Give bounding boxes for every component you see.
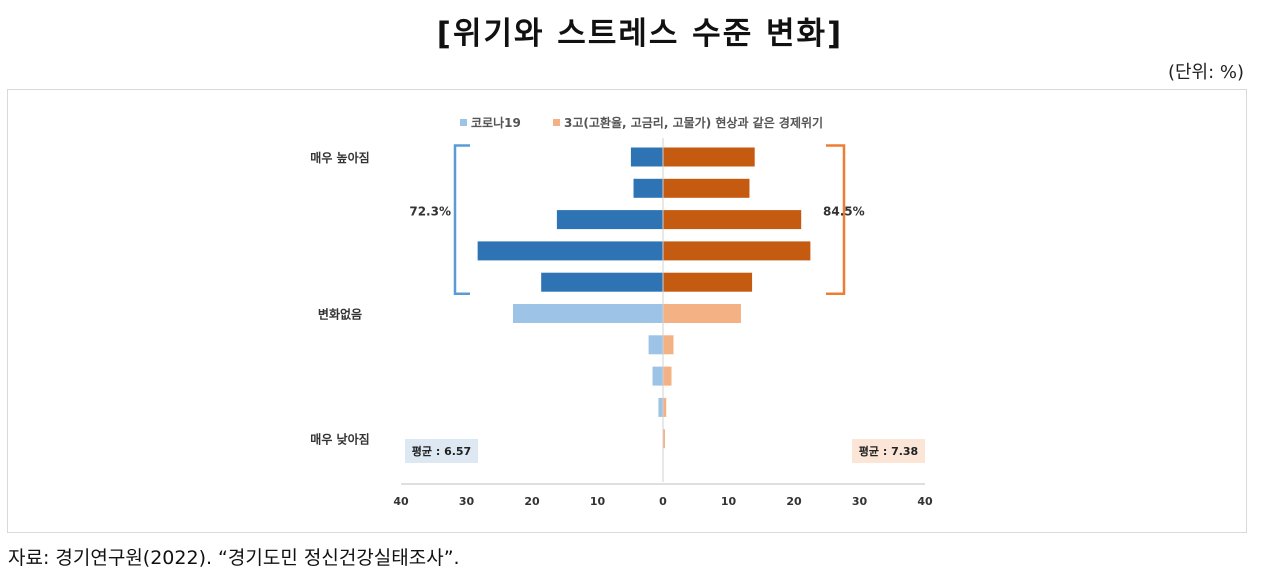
legend-label-left: 코로나19 [471, 115, 521, 130]
bracket-left-label: 72.3% [409, 205, 451, 219]
bracket-left [453, 144, 470, 295]
unit-label: (단위: %) [1167, 62, 1244, 83]
bar-left-6 [541, 272, 663, 292]
bar-right-10 [663, 147, 755, 167]
tick-label-pos30: 30 [852, 495, 868, 508]
average-label-left: 평균 : 6.57 [412, 444, 471, 458]
average-box-right [852, 439, 925, 463]
bar-right-8 [663, 210, 802, 230]
bar-right-1 [663, 429, 665, 449]
bar-right-3 [663, 366, 672, 386]
tick-label-neg30: 30 [459, 495, 475, 508]
legend-swatch-left [460, 119, 467, 126]
bar-left-10 [630, 147, 663, 167]
tick-label-pos20: 20 [786, 495, 802, 508]
tick-label-neg20: 20 [524, 495, 540, 508]
legend-swatch-right [553, 119, 560, 126]
bar-left-5 [513, 304, 663, 323]
bar-right-2 [663, 397, 667, 417]
tick-label-pos0: 0 [659, 495, 667, 508]
average-label-right: 평균 : 7.38 [859, 444, 918, 458]
bar-right-7 [663, 241, 811, 261]
tick-label-neg40: 40 [393, 495, 409, 508]
legend-label-right: 3고(고환율, 고금리, 고물가) 현상과 같은 경제위기 [564, 115, 823, 130]
row-label-9: 매우 낮아짐 [310, 432, 369, 447]
bar-left-4 [648, 335, 663, 355]
row-label-5: 변화없음 [318, 307, 362, 322]
bar-left-3 [652, 366, 663, 386]
bar-right-6 [663, 272, 753, 292]
bar-left-7 [477, 241, 663, 261]
tick-label-pos40: 40 [917, 495, 933, 508]
bar-left-2 [658, 397, 663, 417]
tick-label-pos10: 10 [721, 495, 737, 508]
tick-label-neg10: 10 [590, 495, 606, 508]
average-box-left [405, 439, 478, 463]
bracket-right [826, 144, 846, 295]
bar-left-9 [633, 178, 663, 198]
bracket-right-label: 84.5% [823, 205, 865, 219]
bar-left-8 [556, 210, 663, 230]
bar-right-9 [663, 178, 750, 198]
source-note: 자료: 경기연구원(2022). “경기도민 정신건강실태조사”. [8, 547, 460, 569]
row-label-0: 매우 높아짐 [310, 150, 369, 165]
page-title: [위기와 스트레스 수준 변화] [436, 16, 844, 52]
bar-right-4 [663, 335, 674, 355]
bar-right-5 [663, 304, 741, 323]
